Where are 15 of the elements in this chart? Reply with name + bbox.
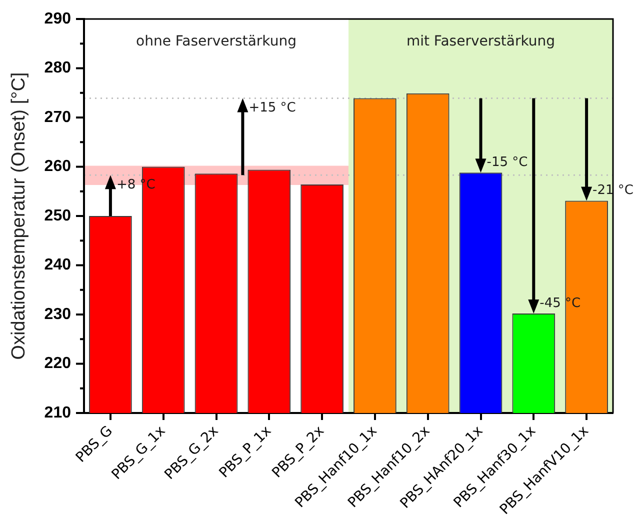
y-tick-label: 210 xyxy=(44,404,72,422)
y-tick-label: 270 xyxy=(44,108,72,126)
y-tick-label: 260 xyxy=(44,158,72,176)
annotation: +15 °C xyxy=(248,100,296,116)
y-tick-label: 240 xyxy=(44,256,72,274)
annotation: -45 °C xyxy=(540,296,581,311)
y-tick-label: 230 xyxy=(44,306,72,323)
y-tick-label: 280 xyxy=(44,60,72,77)
band-label: mit Faserverstärkung xyxy=(406,34,556,50)
y-tick-label: 220 xyxy=(44,355,72,372)
annotation: -15 °C xyxy=(486,155,528,170)
annotation: ohne Faserverstärkung xyxy=(136,34,296,50)
y-tick-label: 250 xyxy=(44,207,72,224)
y-tick-label: 290 xyxy=(44,10,72,28)
y-axis-title: Oxidationstemperatur (Onset) [°C] xyxy=(8,72,30,360)
